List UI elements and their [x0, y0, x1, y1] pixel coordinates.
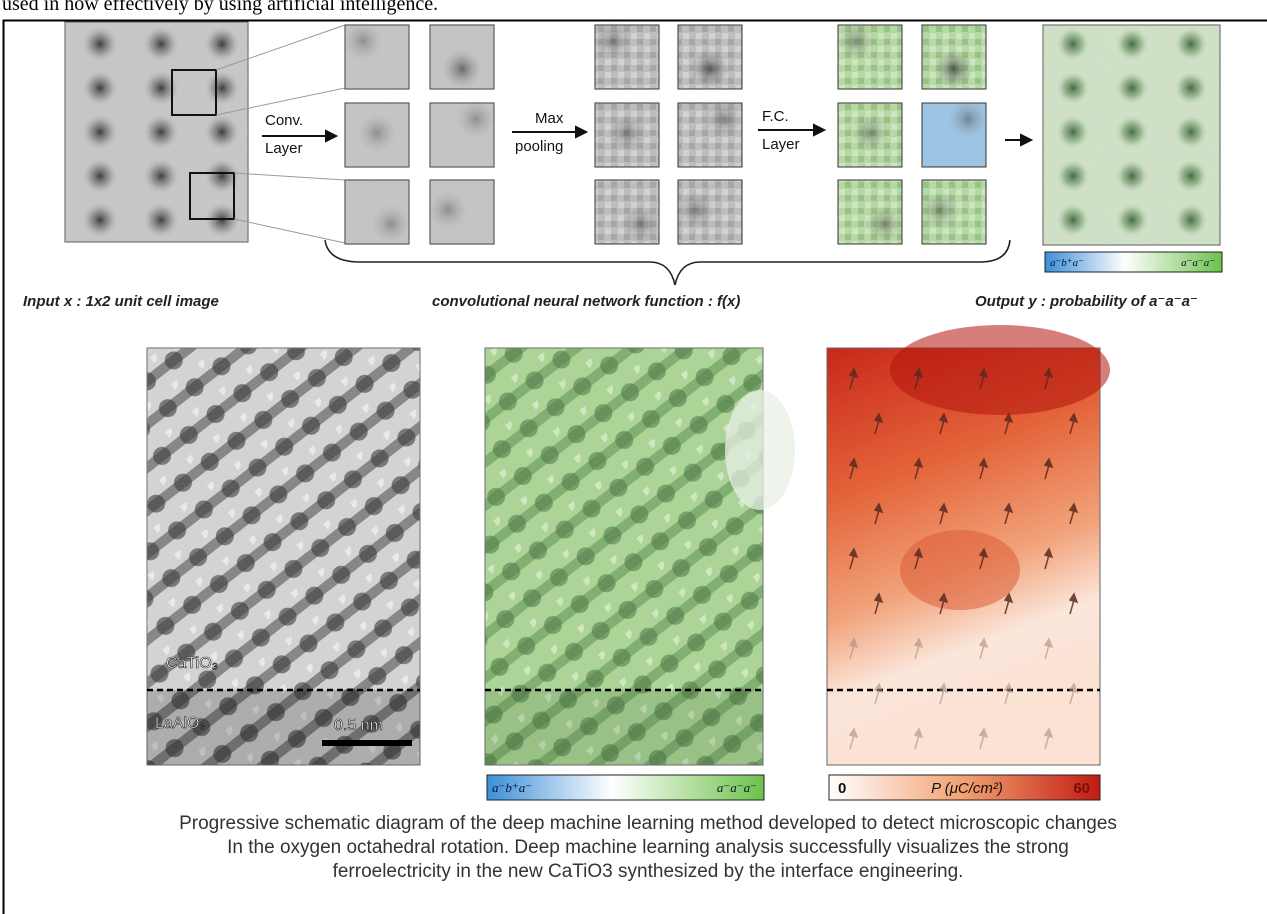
feature-spot: [676, 190, 716, 230]
caption-line: Progressive schematic diagram of the dee…: [179, 813, 1117, 834]
colorbar-max: 60: [1073, 780, 1090, 797]
shape: [485, 690, 763, 765]
stem-image: [147, 348, 420, 765]
feature-spot: [948, 99, 988, 139]
page: { "header": {"text": "used in how effect…: [0, 0, 1267, 914]
feature-spot: [836, 21, 876, 61]
caption-line: In the oxygen octahedral rotation. Deep …: [227, 837, 1069, 858]
colorbar-label: a⁻b⁺a⁻: [1050, 257, 1084, 269]
scale-bar-label: 0.5 nm: [334, 717, 383, 734]
caption-line: ferroelectricity in the new CaTiO3 synth…: [333, 861, 964, 882]
layer-label: LaAlO₃: [155, 715, 206, 732]
feature-spot: [850, 113, 890, 153]
tile-noise: [345, 25, 409, 89]
colorbar-label: a⁻a⁻a⁻: [717, 780, 757, 795]
fc-label: Layer: [762, 136, 800, 153]
tile-noise: [345, 180, 409, 244]
output-image: [1043, 25, 1222, 272]
output-caption: Output y : probability of a⁻a⁻a⁻: [975, 293, 1198, 310]
header-text: used in how effectively by using artific…: [2, 0, 438, 15]
colorbar-title: P (μC/cm²): [931, 780, 1003, 797]
network-caption: convolutional neural network function : …: [432, 293, 740, 310]
pool-label: Max: [535, 110, 564, 127]
feature-spot: [920, 190, 960, 230]
shape: [725, 390, 795, 510]
tile-noise: [430, 103, 494, 167]
conv-label: Conv.: [265, 112, 303, 129]
shape: [1043, 25, 1220, 245]
shape: [65, 22, 248, 242]
figure: used in how effectively by using artific…: [0, 0, 1267, 914]
fc-label: F.C.: [762, 108, 789, 125]
feature-spot: [864, 204, 904, 244]
colorbar-label: a⁻a⁻a⁻: [1181, 257, 1215, 269]
colorbar-min: 0: [838, 780, 846, 797]
shape: [900, 530, 1020, 610]
feature-spot: [621, 204, 661, 244]
pool-label: pooling: [515, 138, 563, 155]
feature-spot: [593, 21, 633, 61]
input-caption: Input x : 1x2 unit cell image: [23, 293, 219, 310]
conv-label: Layer: [265, 140, 303, 157]
tile-noise: [430, 25, 494, 89]
feature-spot: [704, 99, 744, 139]
polarization-map: [827, 325, 1110, 800]
tile-noise: [345, 103, 409, 167]
rotation-map: [485, 348, 795, 800]
tile-noise: [430, 180, 494, 244]
shape: [890, 325, 1110, 415]
colorbar-label: a⁻b⁺a⁻: [492, 780, 532, 795]
feature-spot: [934, 49, 974, 89]
feature-spot: [690, 49, 730, 89]
feature-spot: [607, 113, 647, 153]
shape: [322, 740, 412, 746]
layer-label: CaTiO₃: [166, 655, 218, 672]
